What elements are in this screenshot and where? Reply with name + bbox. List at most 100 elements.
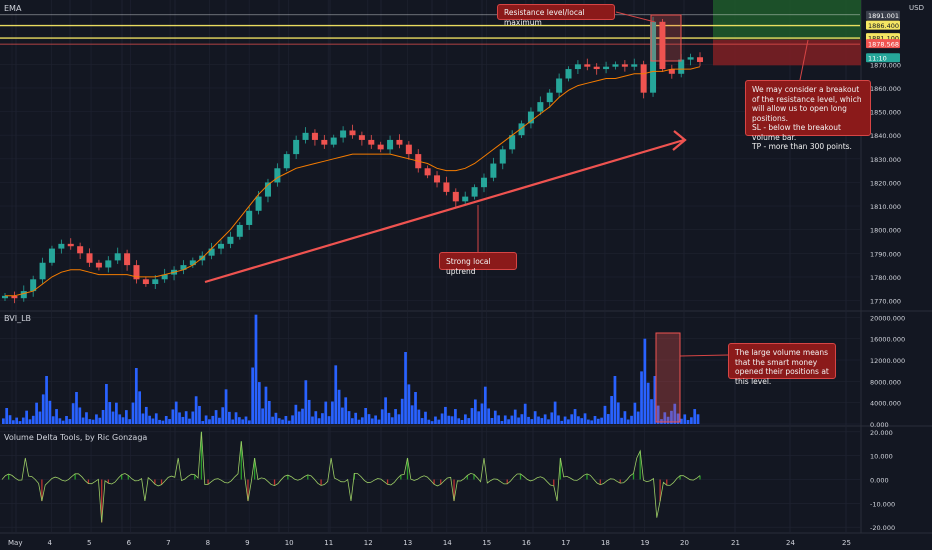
- volume-bar[interactable]: [321, 413, 324, 424]
- volume-bar[interactable]: [311, 416, 314, 424]
- volume-bar[interactable]: [241, 419, 245, 424]
- volume-bar[interactable]: [31, 415, 35, 424]
- volume-bar[interactable]: [244, 416, 248, 424]
- candle[interactable]: [387, 139, 394, 150]
- volume-bar[interactable]: [553, 401, 557, 424]
- candle[interactable]: [58, 243, 65, 249]
- candle[interactable]: [405, 144, 412, 155]
- candle[interactable]: [621, 64, 628, 67]
- candle[interactable]: [631, 64, 638, 67]
- candle[interactable]: [574, 64, 581, 70]
- candle[interactable]: [490, 163, 497, 178]
- candle[interactable]: [302, 132, 309, 140]
- candle[interactable]: [358, 135, 365, 140]
- volume-bar[interactable]: [164, 416, 168, 424]
- volume-bar[interactable]: [128, 419, 132, 424]
- candle[interactable]: [668, 69, 675, 74]
- volume-bar[interactable]: [75, 392, 78, 424]
- volume-bar[interactable]: [374, 415, 377, 424]
- breakout-annotation[interactable]: We may consider a breakout of the resist…: [745, 80, 871, 151]
- volume-bar[interactable]: [693, 409, 697, 424]
- volume-bar[interactable]: [377, 419, 381, 424]
- volume-bar[interactable]: [277, 418, 281, 424]
- volume-bar[interactable]: [171, 409, 175, 424]
- volume-bar[interactable]: [247, 420, 251, 424]
- volume-bar[interactable]: [174, 401, 178, 424]
- volume-bar[interactable]: [513, 409, 517, 424]
- candle[interactable]: [603, 66, 610, 70]
- volume-bar[interactable]: [616, 402, 620, 424]
- candle[interactable]: [20, 291, 27, 299]
- volume-bar[interactable]: [380, 409, 384, 424]
- volume-bar[interactable]: [115, 402, 118, 424]
- volume-bar[interactable]: [254, 314, 258, 424]
- volume-bar[interactable]: [680, 418, 683, 424]
- volume-bar[interactable]: [414, 392, 417, 424]
- delta-line[interactable]: [1, 431, 701, 523]
- candle[interactable]: [434, 175, 441, 183]
- candle[interactable]: [11, 295, 18, 299]
- volume-bar[interactable]: [21, 417, 25, 424]
- volume-bar[interactable]: [364, 408, 368, 424]
- candle[interactable]: [612, 64, 619, 67]
- volume-bar[interactable]: [533, 411, 537, 424]
- volume-bar[interactable]: [141, 413, 145, 424]
- candle[interactable]: [105, 260, 112, 268]
- volume-bar[interactable]: [470, 408, 474, 424]
- volume-bar[interactable]: [367, 414, 371, 424]
- volume-bar[interactable]: [105, 384, 108, 424]
- volume-bar[interactable]: [530, 419, 534, 424]
- candle[interactable]: [340, 130, 347, 138]
- candle[interactable]: [480, 177, 487, 188]
- candle[interactable]: [142, 279, 149, 285]
- volume-bar[interactable]: [497, 415, 500, 424]
- volume-bar[interactable]: [48, 400, 52, 424]
- volume-bar[interactable]: [284, 416, 288, 424]
- volume-bar[interactable]: [477, 411, 481, 424]
- volume-bar[interactable]: [304, 380, 308, 424]
- volume-bar[interactable]: [344, 397, 348, 424]
- volume-bar[interactable]: [218, 417, 221, 424]
- volume-bar[interactable]: [573, 409, 577, 424]
- candle[interactable]: [584, 64, 591, 67]
- volume-bar[interactable]: [158, 419, 161, 424]
- volume-bar[interactable]: [327, 416, 331, 424]
- volume-bar[interactable]: [38, 411, 42, 424]
- candle[interactable]: [565, 69, 572, 79]
- volume-bar[interactable]: [138, 391, 141, 424]
- volume-bar[interactable]: [55, 409, 58, 424]
- volume-bar[interactable]: [334, 365, 338, 424]
- volume-bar[interactable]: [331, 401, 334, 424]
- volume-bar[interactable]: [563, 416, 567, 424]
- volume-bar[interactable]: [271, 416, 274, 424]
- candle[interactable]: [556, 78, 563, 93]
- volume-bar[interactable]: [324, 401, 328, 424]
- volume-bar[interactable]: [686, 420, 690, 424]
- candle[interactable]: [678, 59, 685, 74]
- volume-bar[interactable]: [457, 418, 461, 424]
- volume-bar[interactable]: [108, 402, 112, 424]
- volume-bar[interactable]: [603, 405, 607, 424]
- volume-bar[interactable]: [480, 403, 484, 424]
- volume-bar[interactable]: [131, 402, 135, 424]
- volume-bar[interactable]: [291, 415, 294, 424]
- candle[interactable]: [218, 243, 225, 249]
- candle[interactable]: [687, 57, 694, 60]
- volume-bar[interactable]: [121, 417, 125, 424]
- volume-bar[interactable]: [181, 416, 185, 424]
- candle[interactable]: [86, 253, 93, 263]
- volume-bar[interactable]: [410, 405, 414, 424]
- volume-bar[interactable]: [88, 419, 92, 424]
- candle[interactable]: [443, 182, 450, 192]
- volume-bar[interactable]: [301, 408, 304, 424]
- volume-bar[interactable]: [5, 408, 9, 424]
- volume-bar[interactable]: [357, 419, 361, 424]
- volume-bar[interactable]: [583, 413, 587, 424]
- candle[interactable]: [189, 260, 196, 266]
- volume-bar[interactable]: [65, 416, 68, 424]
- volume-bar[interactable]: [144, 406, 148, 424]
- candle[interactable]: [509, 135, 516, 150]
- candle[interactable]: [471, 187, 478, 197]
- volume-bar[interactable]: [543, 414, 547, 424]
- resistance-annotation[interactable]: Resistance level/local maximum: [497, 4, 615, 27]
